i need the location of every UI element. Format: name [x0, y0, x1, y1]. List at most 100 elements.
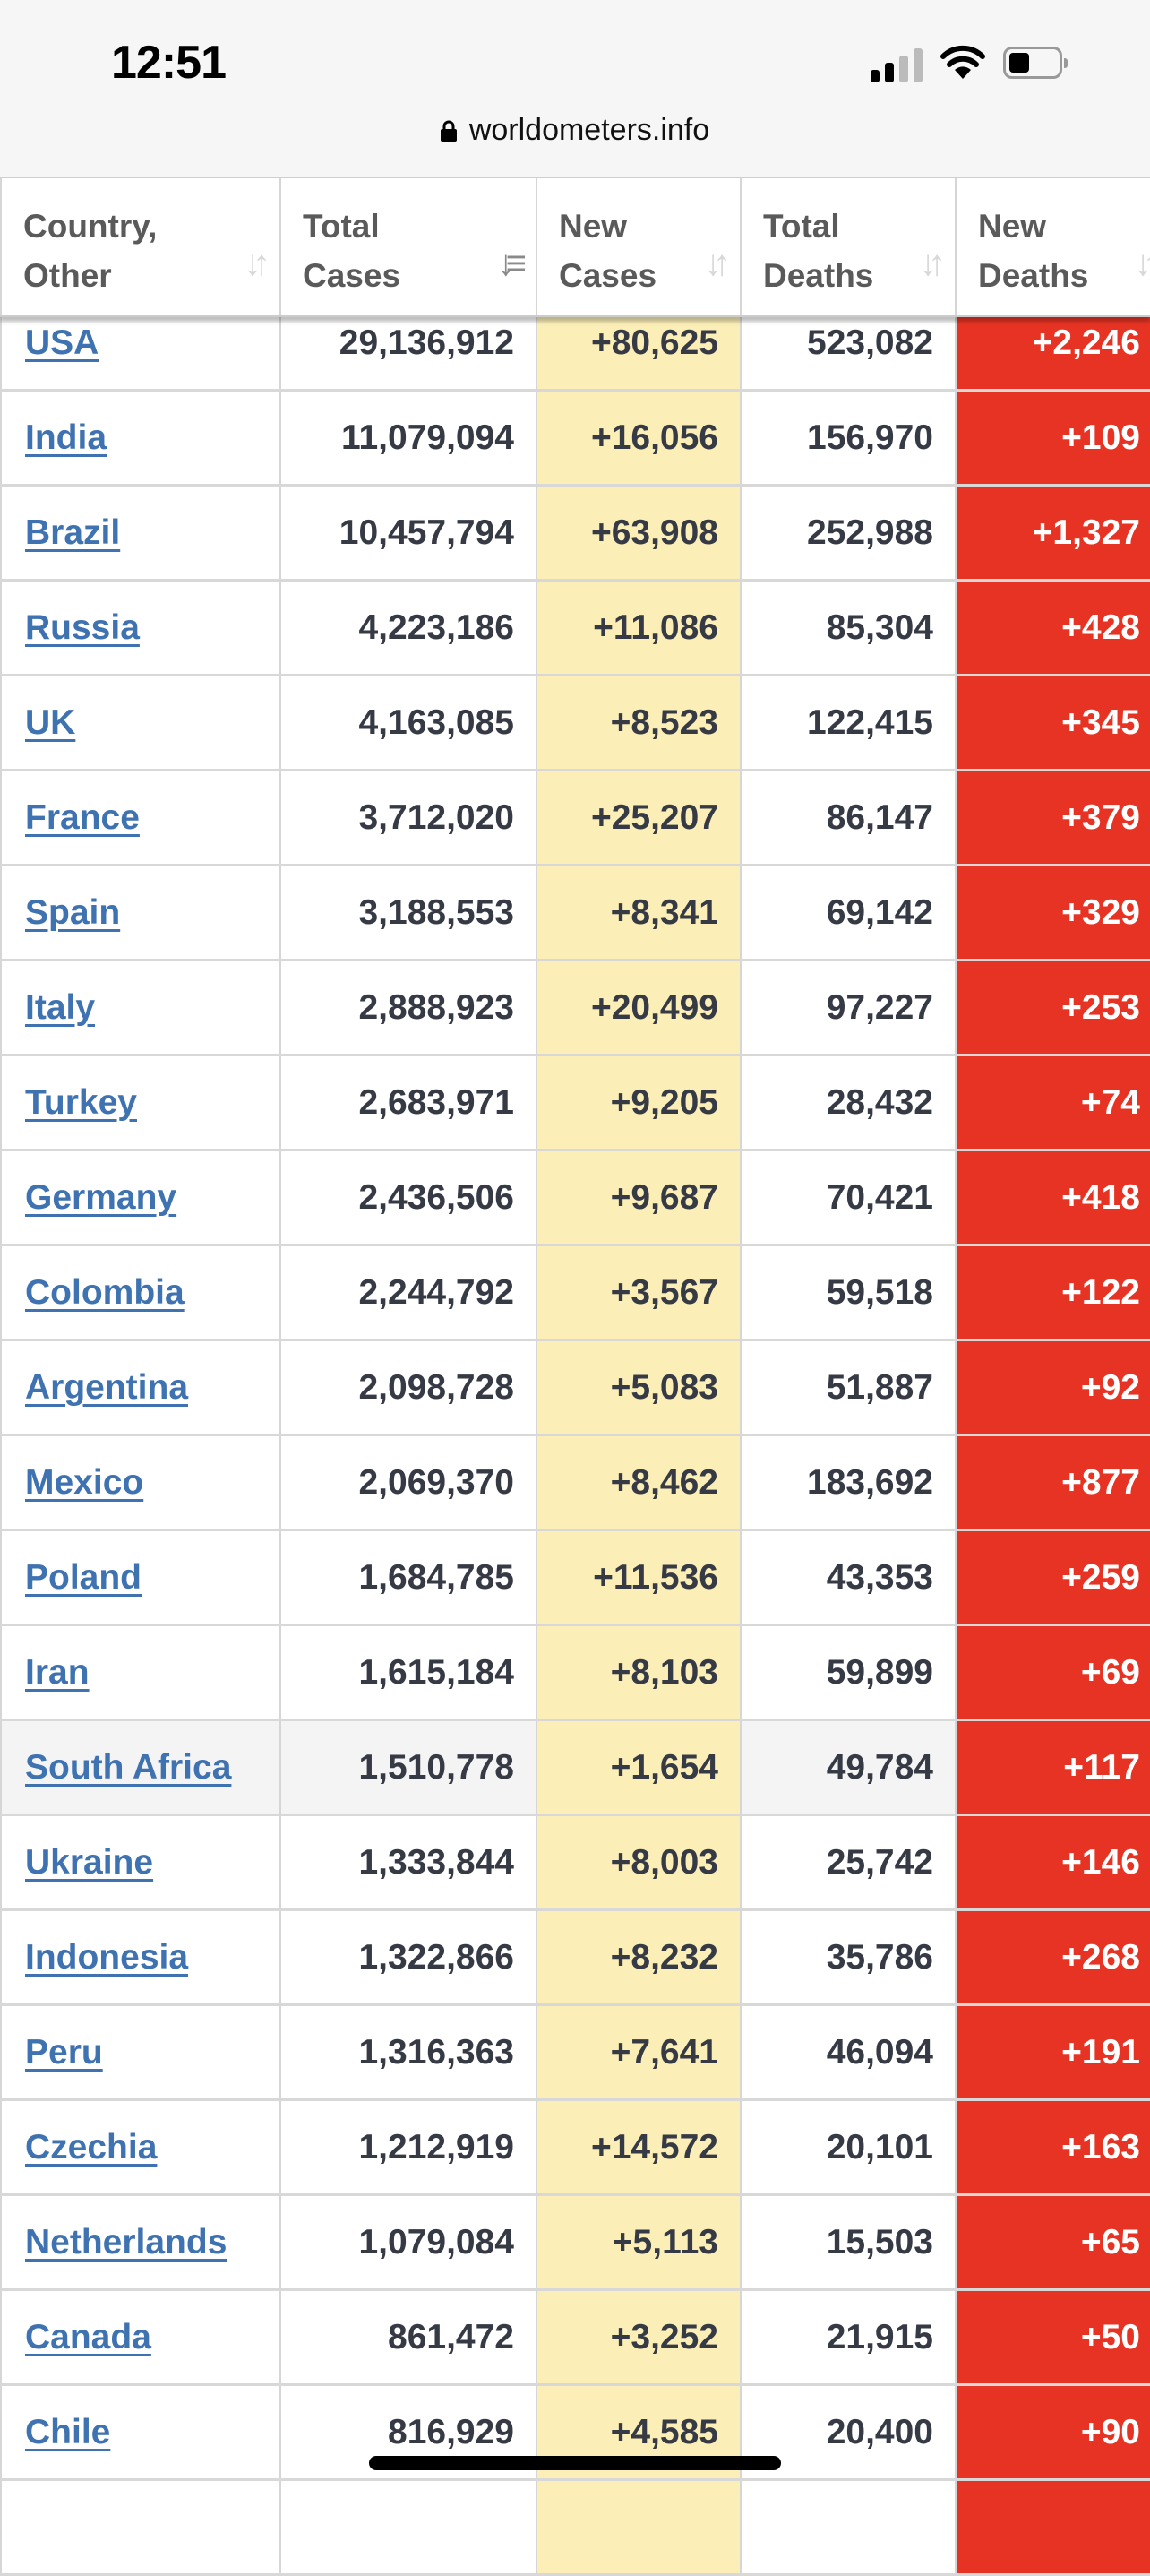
country-link[interactable]: UK: [25, 703, 76, 742]
cell-country: Poland: [0, 1531, 279, 1624]
cell-total-cases: 1,684,785: [279, 1531, 536, 1624]
cell-total-deaths: 86,147: [740, 771, 955, 864]
header-line2: Deaths: [763, 257, 874, 294]
cell-new-cases: +63,908: [536, 487, 740, 579]
sort-icon[interactable]: ↓↑: [704, 244, 731, 283]
cell-total-deaths: 59,518: [740, 1246, 955, 1339]
table-header: Country, Other ↓↑ Total Cases ↓≡ New Cases ↓↑ Tot…: [0, 178, 1150, 317]
country-link[interactable]: Netherlands: [25, 2223, 227, 2262]
country-link[interactable]: Colombia: [25, 1273, 185, 1312]
country-link[interactable]: India: [25, 418, 107, 457]
country-link[interactable]: Spain: [25, 893, 121, 932]
cell-new-cases: +20,499: [536, 961, 740, 1054]
sort-icon[interactable]: ↓↑: [1134, 244, 1150, 283]
cell-total-cases: 861,472: [279, 2291, 536, 2383]
cell-total-deaths: 43,353: [740, 1531, 955, 1624]
header-line2: Other: [23, 257, 112, 294]
browser-top-bar: 12:51 worldometers.info: [0, 0, 1150, 178]
country-link[interactable]: Argentina: [25, 1368, 189, 1407]
cell-country: Ukraine: [0, 1816, 279, 1908]
cell-country: Germany: [0, 1151, 279, 1244]
cell-new-deaths: +268: [955, 1911, 1150, 2003]
cell-country: Iran: [0, 1626, 279, 1719]
cell-total-cases: 1,333,844: [279, 1816, 536, 1908]
cell-total-deaths: 156,970: [740, 392, 955, 484]
table-row: Canada 861,472 +3,252 21,915 +50: [0, 2291, 1150, 2386]
table-body: USA 29,136,912 +80,625 523,082 +2,246 India 11…: [0, 297, 1150, 2576]
country-link[interactable]: South Africa: [25, 1748, 232, 1787]
header-line1: New: [559, 208, 628, 245]
table-row: Czechia 1,212,919 +14,572 20,101 +163: [0, 2101, 1150, 2196]
cell-new-deaths: +428: [955, 582, 1150, 674]
table-row: South Africa 1,510,778 +1,654 49,784 +117: [0, 1721, 1150, 1816]
country-link[interactable]: Mexico: [25, 1463, 144, 1502]
table-row: Ukraine 1,333,844 +8,003 25,742 +146: [0, 1816, 1150, 1911]
header-line2: Cases: [559, 257, 657, 294]
country-link[interactable]: Ukraine: [25, 1843, 154, 1882]
country-link[interactable]: Czechia: [25, 2128, 158, 2167]
country-link[interactable]: Chile: [25, 2413, 111, 2451]
sort-icon[interactable]: ↓↑: [244, 244, 270, 283]
cell-total-deaths: 70,421: [740, 1151, 955, 1244]
column-header-total-deaths[interactable]: Total Deaths ↓↑: [740, 178, 955, 315]
table-row: Italy 2,888,923 +20,499 97,227 +253: [0, 961, 1150, 1056]
cell-new-deaths: +259: [955, 1531, 1150, 1624]
table-row: Argentina 2,098,728 +5,083 51,887 +92: [0, 1341, 1150, 1436]
home-indicator[interactable]: [369, 2456, 781, 2470]
country-link[interactable]: Brazil: [25, 513, 121, 552]
cell-country: South Africa: [0, 1721, 279, 1814]
cell-country: Mexico: [0, 1436, 279, 1529]
cell-total-deaths: 15,503: [740, 2196, 955, 2288]
country-link[interactable]: Italy: [25, 988, 96, 1027]
table-row: Peru 1,316,363 +7,641 46,094 +191: [0, 2006, 1150, 2101]
address-bar[interactable]: worldometers.info: [0, 113, 1150, 148]
country-link[interactable]: Russia: [25, 608, 140, 647]
cell-total-deaths: 20,400: [740, 2386, 955, 2478]
cell-new-deaths: +122: [955, 1246, 1150, 1339]
column-header-new-cases[interactable]: New Cases ↓↑: [536, 178, 740, 315]
cell-new-cases: +16,056: [536, 392, 740, 484]
cell-total-deaths: 252,988: [740, 487, 955, 579]
country-link[interactable]: Turkey: [25, 1083, 137, 1122]
cell-country: Argentina: [0, 1341, 279, 1434]
cell-new-deaths: +50: [955, 2291, 1150, 2383]
cell-new-deaths: +163: [955, 2101, 1150, 2193]
cell-total-deaths: 69,142: [740, 866, 955, 959]
cell-new-deaths: +418: [955, 1151, 1150, 1244]
cell-new-cases: +8,003: [536, 1816, 740, 1908]
country-link[interactable]: Peru: [25, 2033, 103, 2072]
column-header-total-cases[interactable]: Total Cases ↓≡: [279, 178, 536, 315]
cell-new-deaths: +191: [955, 2006, 1150, 2098]
cell-total-deaths: [740, 2481, 955, 2573]
cell-country: Peru: [0, 2006, 279, 2098]
country-link[interactable]: France: [25, 798, 140, 837]
cell-country: Brazil: [0, 487, 279, 579]
country-link[interactable]: Indonesia: [25, 1938, 189, 1977]
column-header-country[interactable]: Country, Other ↓↑: [0, 178, 279, 315]
country-link[interactable]: Germany: [25, 1178, 177, 1217]
cell-new-cases: +14,572: [536, 2101, 740, 2193]
sort-desc-icon[interactable]: ↓≡: [496, 244, 527, 283]
table-row: Colombia 2,244,792 +3,567 59,518 +122: [0, 1246, 1150, 1341]
cell-total-cases: 11,079,094: [279, 392, 536, 484]
signal-icon: [871, 48, 923, 82]
country-link[interactable]: Iran: [25, 1653, 90, 1692]
header-line1: Total: [303, 208, 380, 245]
cell-new-cases: +7,641: [536, 2006, 740, 2098]
table-row: India 11,079,094 +16,056 156,970 +109: [0, 392, 1150, 487]
url-text: worldometers.info: [468, 113, 710, 147]
country-link[interactable]: Poland: [25, 1558, 142, 1597]
cell-new-deaths: +74: [955, 1056, 1150, 1149]
cell-new-cases: +9,205: [536, 1056, 740, 1149]
country-link[interactable]: USA: [25, 323, 99, 362]
cell-country: Russia: [0, 582, 279, 674]
cell-total-cases: 1,212,919: [279, 2101, 536, 2193]
country-link[interactable]: Canada: [25, 2318, 151, 2356]
cell-total-cases: [279, 2481, 536, 2573]
cell-new-cases: +9,687: [536, 1151, 740, 1244]
cell-new-cases: +8,523: [536, 676, 740, 769]
cell-country: Spain: [0, 866, 279, 959]
cell-new-deaths: +109: [955, 392, 1150, 484]
sort-icon[interactable]: ↓↑: [919, 244, 946, 283]
column-header-new-deaths[interactable]: New Deaths ↓↑: [955, 178, 1150, 315]
